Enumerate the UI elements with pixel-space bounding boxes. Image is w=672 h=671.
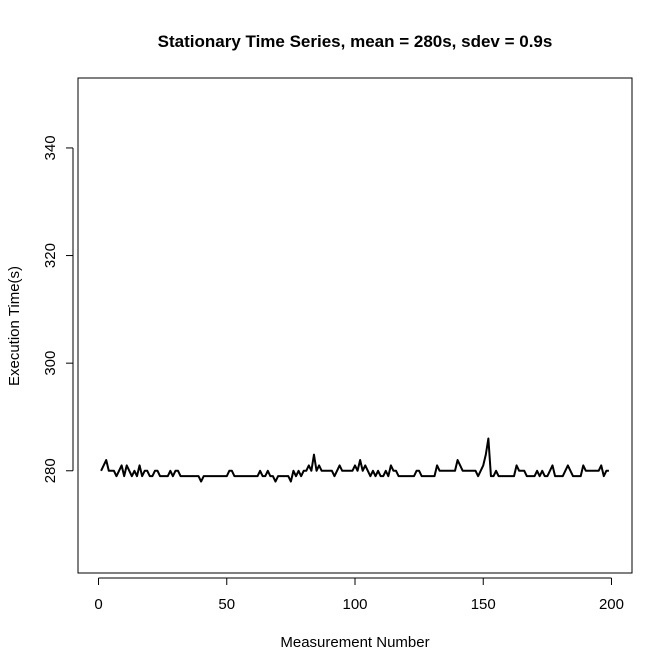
x-tick-label: 200	[599, 596, 624, 613]
series-line	[100, 437, 609, 483]
x-axis-label: Measurement Number	[280, 634, 429, 651]
x-tick-label: 150	[471, 596, 496, 613]
x-axis: 0 50 100 150 200	[94, 577, 624, 613]
chart-title: Stationary Time Series, mean = 280s, sde…	[158, 32, 553, 51]
x-tick-label: 50	[218, 596, 235, 613]
plot-area-border	[77, 77, 633, 574]
y-tick-label: 300	[42, 351, 59, 376]
y-axis-label: Execution Time(s)	[6, 266, 23, 386]
x-tick-label: 0	[94, 596, 102, 613]
y-tick-label: 320	[42, 243, 59, 268]
y-axis: 280 300 320 340	[42, 135, 74, 483]
series-layer	[100, 437, 609, 483]
x-tick-label: 100	[342, 596, 367, 613]
y-tick-label: 280	[42, 458, 59, 483]
y-tick-label: 340	[42, 135, 59, 160]
